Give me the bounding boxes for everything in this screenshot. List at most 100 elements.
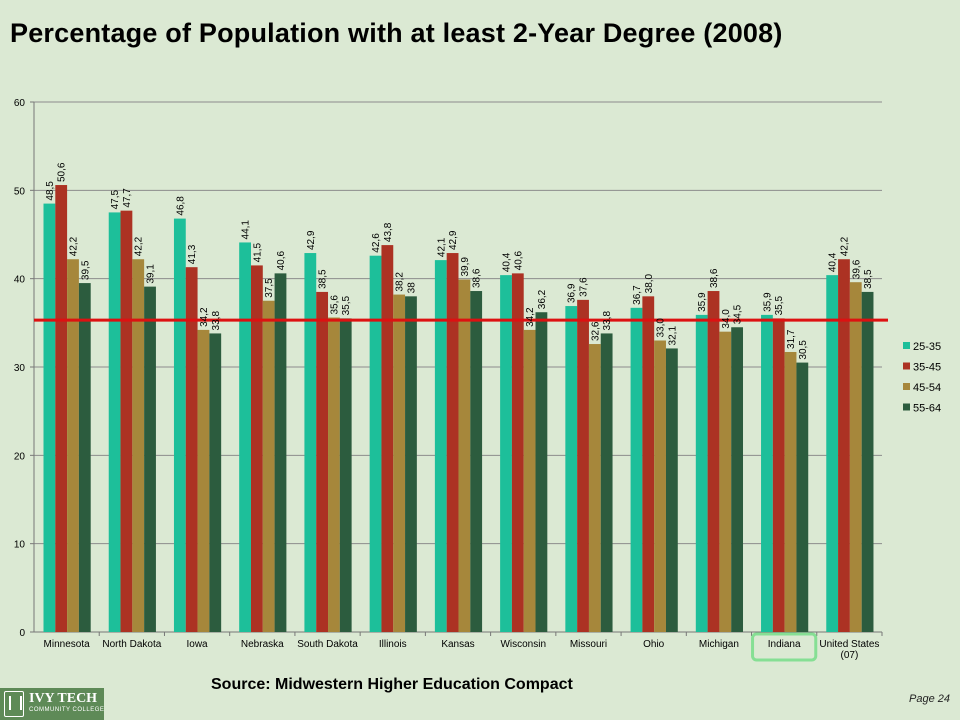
y-tick-label: 50 [14,186,26,197]
x-tick-label: Michigan [699,639,739,650]
data-label: 40,4 [502,252,513,272]
y-tick-label: 20 [14,451,26,462]
bar-35-45-illinois [381,245,394,632]
bar-25-35-missouri [565,306,578,632]
bar-25-35-south-dakota [304,253,317,633]
bar-35-45-wisconsin [511,273,524,632]
data-label: 39,1 [146,264,157,284]
bar-45-54-indiana [784,351,797,632]
data-label: 33,0 [656,318,667,338]
bar-25-35-nebraska [239,242,251,632]
bar-55-64-south-dakota [339,318,352,632]
data-label: 35,5 [774,296,785,316]
data-label: 42,9 [306,230,317,250]
highlight-box-indiana [751,632,818,662]
data-label: 38,2 [395,272,406,292]
data-label: 38,5 [863,269,874,289]
data-label: 32,6 [590,321,601,341]
bar-55-64-missouri [600,333,613,632]
bar-25-35-wisconsin [500,275,512,632]
data-label: 48,5 [45,181,56,201]
x-tick-label: Indiana [768,639,801,650]
data-label: 42,2 [134,236,145,256]
bar-55-64-minnesota [78,283,91,632]
x-tick-label: South Dakota [297,639,358,650]
y-tick-label: 10 [14,540,26,551]
bar-35-45-nebraska [250,265,263,632]
data-label: 36,9 [567,283,578,303]
bar-45-54-united-states [849,282,862,632]
data-label: 40,6 [513,250,524,270]
x-tick-label: Wisconsin [500,639,546,650]
x-tick-label: Nebraska [241,639,284,650]
bar-45-54-minnesota [67,259,79,632]
legend-label-55-64: 55-64 [913,403,941,415]
data-label: 36,7 [632,285,643,305]
bar-35-45-indiana [772,318,785,632]
bar-25-35-michigan [695,314,708,632]
data-label: 41,5 [252,243,263,263]
data-label: 47,5 [110,190,121,210]
logo-text: IVY TECH [29,691,98,706]
bar-55-64-kansas [470,291,483,632]
data-label: 47,7 [122,188,133,208]
legend-swatch-55-64 [903,403,910,411]
logo-emblem-icon [4,691,24,717]
data-label: 50,6 [57,162,68,182]
data-label: 33,8 [211,311,222,331]
y-tick-label: 40 [14,275,26,286]
bar-45-54-iowa [197,329,210,632]
x-tick-label: Minnesota [44,639,91,650]
legend-label-35-45: 35-45 [913,362,941,374]
legend-label-45-54: 45-54 [913,382,941,394]
data-label: 41,3 [187,244,198,264]
data-label: 42,2 [69,236,80,256]
bar-25-35-north-dakota [108,212,121,632]
data-label: 38 [406,282,417,294]
bar-35-45-south-dakota [316,291,329,632]
bar-55-64-michigan [731,327,744,632]
x-tick-label: North Dakota [102,639,161,650]
data-label: 38,6 [472,268,483,288]
data-label: 42,6 [371,233,382,253]
bar-55-64-north-dakota [144,286,156,632]
bar-45-54-ohio [654,340,666,632]
bar-25-35-illinois [369,255,382,632]
bar-35-45-north-dakota [120,210,133,632]
data-label: 42,9 [448,230,459,250]
bar-35-45-ohio [642,296,655,632]
data-label: 34,2 [525,307,536,327]
data-label: 40,6 [276,250,287,270]
data-label: 35,9 [697,292,708,312]
x-tick-label: (07) [840,650,858,661]
x-tick-label: Ohio [643,639,665,650]
bar-45-54-south-dakota [328,317,340,632]
data-label: 37,6 [579,277,590,297]
bar-35-45-iowa [185,267,198,632]
data-label: 39,6 [851,259,862,279]
data-label: 34,0 [721,309,732,329]
bar-55-64-illinois [405,296,417,632]
data-label: 31,7 [786,329,797,349]
legend-label-25-35: 25-35 [913,341,941,353]
bar-35-45-minnesota [55,185,68,633]
data-label: 35,6 [329,295,340,315]
data-label: 42,2 [839,236,850,256]
data-label: 39,5 [80,260,91,280]
y-tick-label: 30 [14,363,26,374]
bar-55-64-nebraska [274,273,287,632]
x-tick-label: Missouri [570,639,607,650]
data-label: 35,9 [762,292,773,312]
ivy-tech-logo: IVY TECH COMMUNITY COLLEGE [0,688,104,720]
bar-45-54-wisconsin [523,329,536,632]
data-label: 38,5 [318,269,329,289]
page-title: Percentage of Population with at least 2… [10,18,783,48]
bar-25-35-iowa [173,218,186,632]
bar-35-45-united-states [838,259,850,632]
legend-swatch-35-45 [903,362,910,370]
data-label: 40,4 [828,252,839,272]
bar-25-35-kansas [434,260,447,632]
bar-25-35-ohio [630,307,643,632]
bar-35-45-michigan [707,291,720,632]
